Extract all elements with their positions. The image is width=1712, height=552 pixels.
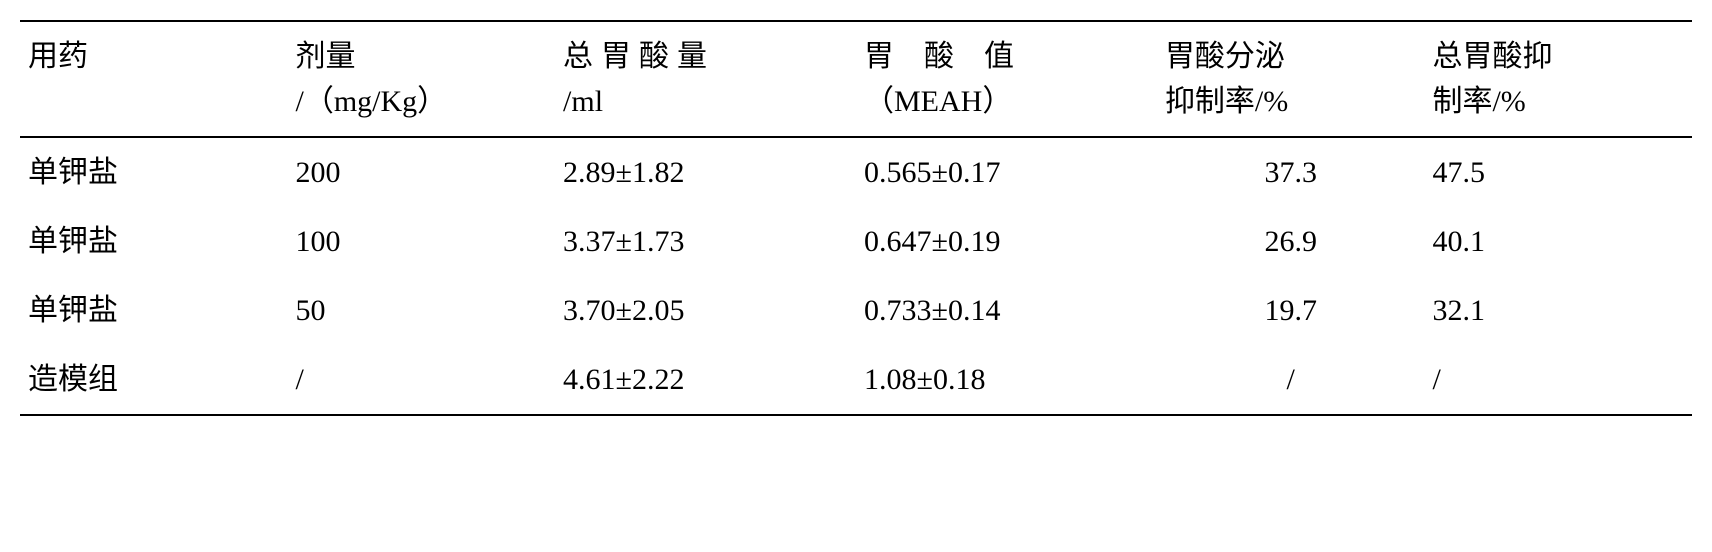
cell-dose: 100 (288, 207, 556, 276)
table-row: 单钾盐 100 3.37±1.73 0.647±0.19 26.9 40.1 (20, 207, 1692, 276)
cell-secretion: 26.9 (1157, 207, 1425, 276)
header-secretion-line1: 胃酸分泌 (1157, 21, 1425, 79)
table-row: 造模组 / 4.61±2.22 1.08±0.18 / / (20, 345, 1692, 415)
cell-acidvalue: 0.733±0.14 (856, 276, 1157, 345)
cell-acidvalue: 1.08±0.18 (856, 345, 1157, 415)
table-body: 单钾盐 200 2.89±1.82 0.565±0.17 37.3 47.5 单… (20, 137, 1692, 415)
header-secretion-line2: 抑制率/% (1157, 79, 1425, 137)
cell-secretion: / (1157, 345, 1425, 415)
header-dose-line1: 剂量 (288, 21, 556, 79)
cell-totalinhib: 32.1 (1424, 276, 1692, 345)
cell-dose: 50 (288, 276, 556, 345)
cell-drug: 单钾盐 (20, 276, 288, 345)
header-totalacid-line1: 总胃酸量 (555, 21, 856, 79)
cell-totalinhib: 40.1 (1424, 207, 1692, 276)
cell-acidvalue: 0.565±0.17 (856, 137, 1157, 207)
table-header: 用药 剂量 总胃酸量 胃酸值 胃酸分泌 总胃酸抑 /（mg/Kg） /ml （M… (20, 21, 1692, 137)
cell-secretion: 37.3 (1157, 137, 1425, 207)
cell-acidvalue: 0.647±0.19 (856, 207, 1157, 276)
cell-dose: 200 (288, 137, 556, 207)
data-table: 用药 剂量 总胃酸量 胃酸值 胃酸分泌 总胃酸抑 /（mg/Kg） /ml （M… (20, 20, 1692, 416)
cell-drug: 单钾盐 (20, 207, 288, 276)
header-acidvalue-line2: （MEAH） (856, 79, 1157, 137)
header-totalacid-line2: /ml (555, 79, 856, 137)
header-drug-line2 (20, 79, 288, 137)
header-dose-line2: /（mg/Kg） (288, 79, 556, 137)
cell-secretion: 19.7 (1157, 276, 1425, 345)
header-drug-line1: 用药 (20, 21, 288, 79)
cell-totalinhib: / (1424, 345, 1692, 415)
cell-totalacid: 2.89±1.82 (555, 137, 856, 207)
header-totalinhib-line1: 总胃酸抑 (1424, 21, 1692, 79)
cell-totalacid: 3.37±1.73 (555, 207, 856, 276)
cell-totalacid: 4.61±2.22 (555, 345, 856, 415)
table-row: 单钾盐 50 3.70±2.05 0.733±0.14 19.7 32.1 (20, 276, 1692, 345)
cell-totalinhib: 47.5 (1424, 137, 1692, 207)
header-totalinhib-line2: 制率/% (1424, 79, 1692, 137)
header-acidvalue-line1: 胃酸值 (856, 21, 1157, 79)
header-row-2: /（mg/Kg） /ml （MEAH） 抑制率/% 制率/% (20, 79, 1692, 137)
header-row-1: 用药 剂量 总胃酸量 胃酸值 胃酸分泌 总胃酸抑 (20, 21, 1692, 79)
cell-drug: 造模组 (20, 345, 288, 415)
table-row: 单钾盐 200 2.89±1.82 0.565±0.17 37.3 47.5 (20, 137, 1692, 207)
cell-totalacid: 3.70±2.05 (555, 276, 856, 345)
cell-drug: 单钾盐 (20, 137, 288, 207)
cell-dose: / (288, 345, 556, 415)
